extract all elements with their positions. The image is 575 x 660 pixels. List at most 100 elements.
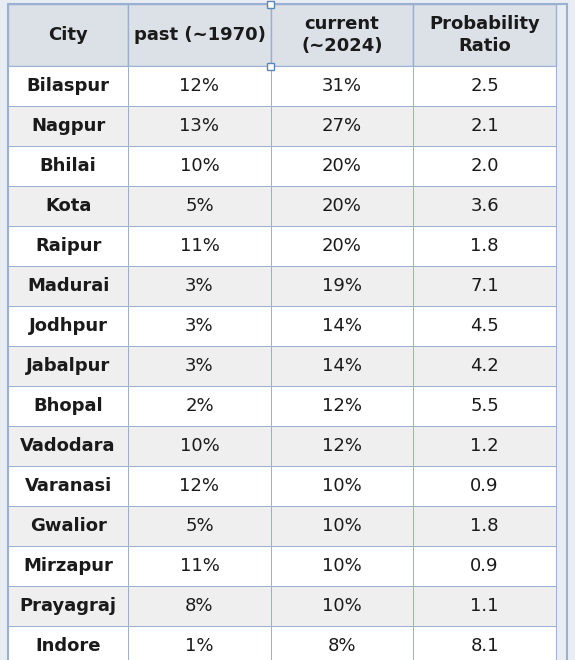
Text: 2.1: 2.1 xyxy=(470,117,499,135)
Bar xyxy=(413,4,556,66)
Text: 0.9: 0.9 xyxy=(470,557,499,575)
Text: 11%: 11% xyxy=(179,557,220,575)
Bar xyxy=(8,626,128,660)
Text: 10%: 10% xyxy=(322,477,362,495)
Bar xyxy=(128,386,271,426)
Bar xyxy=(413,146,556,186)
Bar xyxy=(413,626,556,660)
Text: past (~1970): past (~1970) xyxy=(133,26,266,44)
Text: 12%: 12% xyxy=(179,477,220,495)
Bar xyxy=(8,426,128,466)
Bar xyxy=(8,266,128,306)
Bar xyxy=(271,426,413,466)
Text: 4.2: 4.2 xyxy=(470,357,499,375)
Text: 12%: 12% xyxy=(322,437,362,455)
Bar xyxy=(271,226,413,266)
Text: 3%: 3% xyxy=(185,277,214,295)
Text: current
(~2024): current (~2024) xyxy=(301,15,383,55)
Bar xyxy=(8,506,128,546)
Bar xyxy=(8,146,128,186)
Bar xyxy=(8,66,128,106)
Bar xyxy=(271,386,413,426)
Bar xyxy=(128,4,271,66)
Bar xyxy=(413,506,556,546)
Text: Bilaspur: Bilaspur xyxy=(26,77,110,95)
Bar xyxy=(413,586,556,626)
Text: 1.8: 1.8 xyxy=(470,237,499,255)
Text: Jabalpur: Jabalpur xyxy=(26,357,110,375)
Bar xyxy=(271,306,413,346)
Text: 10%: 10% xyxy=(322,517,362,535)
Bar xyxy=(8,306,128,346)
Bar xyxy=(128,546,271,586)
Bar xyxy=(413,386,556,426)
Bar xyxy=(8,346,128,386)
Text: 1.1: 1.1 xyxy=(470,597,499,615)
Bar xyxy=(271,626,413,660)
Bar xyxy=(8,586,128,626)
Bar xyxy=(271,66,413,106)
Text: Bhilai: Bhilai xyxy=(40,157,97,175)
Text: 11%: 11% xyxy=(179,237,220,255)
Bar xyxy=(413,106,556,146)
Bar xyxy=(8,546,128,586)
Text: 13%: 13% xyxy=(179,117,220,135)
Text: Varanasi: Varanasi xyxy=(25,477,112,495)
Text: Gwalior: Gwalior xyxy=(30,517,106,535)
Text: 8%: 8% xyxy=(185,597,214,615)
Text: 12%: 12% xyxy=(179,77,220,95)
Text: 2.5: 2.5 xyxy=(470,77,499,95)
Bar xyxy=(413,186,556,226)
Text: 5%: 5% xyxy=(185,517,214,535)
Text: 5.5: 5.5 xyxy=(470,397,499,415)
Text: 7.1: 7.1 xyxy=(470,277,499,295)
Bar xyxy=(128,186,271,226)
Bar xyxy=(271,506,413,546)
Bar xyxy=(271,106,413,146)
Bar xyxy=(128,106,271,146)
Bar xyxy=(128,426,271,466)
Bar xyxy=(128,626,271,660)
Bar xyxy=(267,63,274,69)
Text: 19%: 19% xyxy=(322,277,362,295)
Text: 5%: 5% xyxy=(185,197,214,215)
Bar xyxy=(128,306,271,346)
Bar xyxy=(8,226,128,266)
Text: 10%: 10% xyxy=(322,597,362,615)
Text: Bhopal: Bhopal xyxy=(33,397,103,415)
Text: 1%: 1% xyxy=(185,637,214,655)
Text: City: City xyxy=(48,26,88,44)
Text: 10%: 10% xyxy=(179,437,219,455)
Text: 10%: 10% xyxy=(322,557,362,575)
Bar xyxy=(128,466,271,506)
Bar xyxy=(413,266,556,306)
Text: 31%: 31% xyxy=(322,77,362,95)
Text: 2.0: 2.0 xyxy=(470,157,499,175)
Bar xyxy=(8,106,128,146)
Text: 20%: 20% xyxy=(322,157,362,175)
Bar xyxy=(128,506,271,546)
Bar xyxy=(413,226,556,266)
Text: Madurai: Madurai xyxy=(27,277,109,295)
Bar xyxy=(413,546,556,586)
Text: 2%: 2% xyxy=(185,397,214,415)
Text: Kota: Kota xyxy=(45,197,91,215)
Bar xyxy=(128,266,271,306)
Text: Prayagraj: Prayagraj xyxy=(20,597,117,615)
Text: Jodhpur: Jodhpur xyxy=(29,317,108,335)
Bar xyxy=(271,146,413,186)
Text: Indore: Indore xyxy=(35,637,101,655)
Bar xyxy=(8,186,128,226)
Text: 10%: 10% xyxy=(179,157,219,175)
Text: 14%: 14% xyxy=(322,317,362,335)
Bar xyxy=(8,466,128,506)
Text: 20%: 20% xyxy=(322,237,362,255)
Bar xyxy=(128,346,271,386)
Bar xyxy=(267,1,274,7)
Bar xyxy=(271,586,413,626)
Bar xyxy=(271,4,413,66)
Text: Nagpur: Nagpur xyxy=(31,117,105,135)
Text: 1.2: 1.2 xyxy=(470,437,499,455)
Text: Mirzapur: Mirzapur xyxy=(23,557,113,575)
Bar xyxy=(413,66,556,106)
